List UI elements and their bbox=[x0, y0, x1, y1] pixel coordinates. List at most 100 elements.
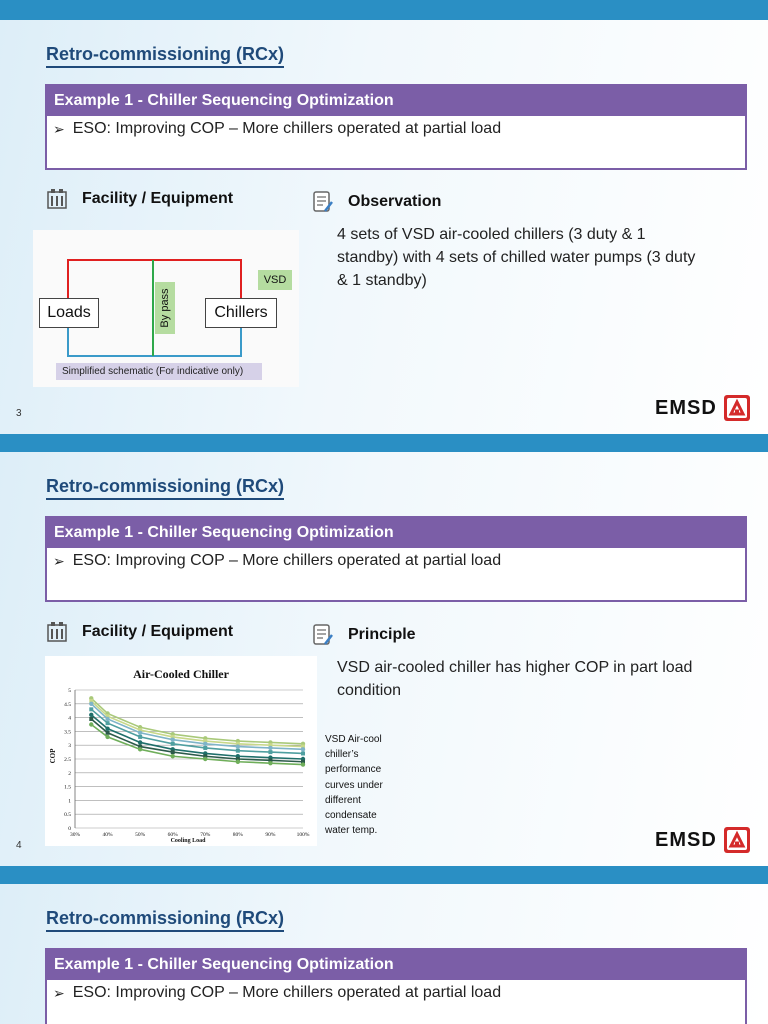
series-line bbox=[90, 723, 304, 766]
y-tick-label: 1.5 bbox=[64, 785, 71, 791]
emsd-logo: EMSD bbox=[655, 826, 751, 854]
x-tick-label: 70% bbox=[200, 832, 211, 838]
arrow-bullet-icon: ➢ bbox=[53, 120, 65, 137]
series-line bbox=[90, 697, 304, 745]
y-tick-label: 0 bbox=[68, 826, 71, 832]
series-line bbox=[90, 714, 304, 760]
bullet-text: ESO: Improving COP – More chillers opera… bbox=[72, 552, 502, 569]
series-line bbox=[90, 708, 304, 755]
slide-5: Retro-commissioning (RCx) Example 1 - Ch… bbox=[0, 884, 768, 1024]
data-point bbox=[203, 754, 208, 759]
y-tick-label: 3 bbox=[68, 743, 71, 749]
x-tick-label: 100% bbox=[297, 832, 310, 838]
document-edit-icon bbox=[313, 624, 333, 645]
data-point bbox=[301, 759, 305, 764]
x-tick-label: 90% bbox=[265, 832, 276, 838]
chart-side-note: VSD Air-cool chiller’s performance curve… bbox=[325, 734, 383, 837]
facility-heading: Facility / Equipment bbox=[46, 188, 233, 210]
schematic-caption: Simplified schematic (For indicative onl… bbox=[56, 363, 262, 380]
data-point bbox=[170, 750, 175, 755]
data-point bbox=[105, 721, 110, 726]
x-tick-label: 60% bbox=[168, 832, 179, 838]
emsd-logo: EMSD bbox=[655, 394, 751, 422]
data-point bbox=[89, 716, 94, 721]
slide-title: Retro-commissioning (RCx) bbox=[46, 908, 285, 932]
data-point bbox=[300, 747, 306, 752]
bullet-line: ➢ ESO: Improving COP – More chillers ope… bbox=[47, 980, 745, 1002]
data-point bbox=[268, 760, 273, 766]
cop-chart: Air-Cooled Chiller COP Cooling Load 0 0.5… bbox=[45, 656, 317, 846]
y-tick-label: 1 bbox=[68, 798, 71, 804]
x-tick-label: 80% bbox=[233, 832, 244, 838]
observation-heading-text: Observation bbox=[348, 193, 442, 210]
data-point bbox=[235, 741, 240, 746]
loads-label: Loads bbox=[39, 298, 99, 328]
slide-title: Retro-commissioning (RCx) bbox=[46, 476, 285, 500]
data-point bbox=[137, 730, 143, 735]
arrow-bullet-icon: ➢ bbox=[53, 984, 65, 1001]
data-point bbox=[203, 741, 208, 747]
emsd-emblem-icon bbox=[723, 395, 750, 421]
data-point bbox=[170, 754, 175, 759]
bullet-line: ➢ ESO: Improving COP – More chillers ope… bbox=[47, 116, 745, 138]
y-tick-label: 4.5 bbox=[64, 702, 71, 708]
data-point bbox=[203, 756, 208, 762]
data-point bbox=[89, 701, 94, 706]
series-line bbox=[90, 718, 304, 763]
principle-heading: Principle bbox=[312, 623, 416, 647]
x-tick-label: 40% bbox=[103, 832, 114, 838]
principle-text: VSD air-cooled chiller has higher COP in… bbox=[337, 659, 693, 699]
data-point bbox=[235, 748, 240, 753]
data-point bbox=[105, 730, 110, 735]
logo-text: EMSD bbox=[655, 396, 717, 419]
slide-title: Retro-commissioning (RCx) bbox=[46, 44, 285, 68]
data-point bbox=[137, 740, 143, 745]
logo-text: EMSD bbox=[655, 828, 717, 851]
observation-heading: Observation bbox=[312, 190, 441, 214]
example-box: Example 1 - Chiller Sequencing Optimizat… bbox=[45, 516, 747, 602]
data-point bbox=[170, 734, 175, 739]
bullet-text: ESO: Improving COP – More chillers opera… bbox=[72, 120, 502, 137]
data-point bbox=[235, 759, 241, 764]
y-tick-label: 5 bbox=[68, 688, 71, 694]
data-point bbox=[203, 739, 208, 744]
y-tick-label: 2.5 bbox=[64, 757, 71, 763]
principle-heading-text: Principle bbox=[348, 626, 416, 643]
data-point bbox=[235, 757, 240, 761]
page-number: 3 bbox=[16, 408, 22, 419]
example-header: Example 1 - Chiller Sequencing Optimizat… bbox=[47, 86, 745, 116]
facility-heading-text: Facility / Equipment bbox=[82, 623, 234, 640]
x-axis-label: Cooling Load bbox=[171, 838, 207, 844]
data-point bbox=[89, 712, 94, 718]
facility-heading: Facility / Equipment bbox=[46, 621, 233, 643]
arrow-bullet-icon: ➢ bbox=[53, 552, 65, 569]
observation-text: 4 sets of VSD air-cooled chillers (3 dut… bbox=[337, 226, 696, 289]
bullet-text: ESO: Improving COP – More chillers opera… bbox=[72, 984, 502, 1001]
slide-3: Retro-commissioning (RCx) Example 1 - Ch… bbox=[0, 20, 768, 434]
slide-4: Retro-commissioning (RCx) Example 1 - Ch… bbox=[0, 452, 768, 866]
separator-band bbox=[0, 866, 768, 884]
data-point bbox=[268, 758, 273, 763]
chart-series bbox=[89, 696, 306, 767]
chillers-label: Chillers bbox=[205, 298, 277, 328]
example-header: Example 1 - Chiller Sequencing Optimizat… bbox=[47, 950, 745, 980]
data-point bbox=[300, 762, 306, 767]
facility-heading-text: Facility / Equipment bbox=[82, 190, 234, 207]
data-point bbox=[170, 737, 175, 742]
data-point bbox=[235, 744, 241, 749]
data-point bbox=[105, 734, 110, 740]
facility-icon bbox=[47, 189, 67, 209]
x-tick-label: 50% bbox=[135, 832, 146, 838]
example-box: Example 1 - Chiller Sequencing Optimizat… bbox=[45, 84, 747, 170]
data-point bbox=[138, 734, 143, 739]
y-axis-label: COP bbox=[49, 748, 57, 764]
y-tick-label: 3.5 bbox=[64, 729, 71, 735]
page-number: 4 bbox=[16, 840, 22, 851]
y-tick-label: 2 bbox=[68, 771, 71, 777]
data-point bbox=[301, 744, 305, 749]
separator-band bbox=[0, 434, 768, 452]
data-point bbox=[138, 728, 143, 733]
data-point bbox=[268, 743, 273, 748]
data-point bbox=[105, 726, 110, 731]
document-edit-icon bbox=[313, 191, 333, 212]
